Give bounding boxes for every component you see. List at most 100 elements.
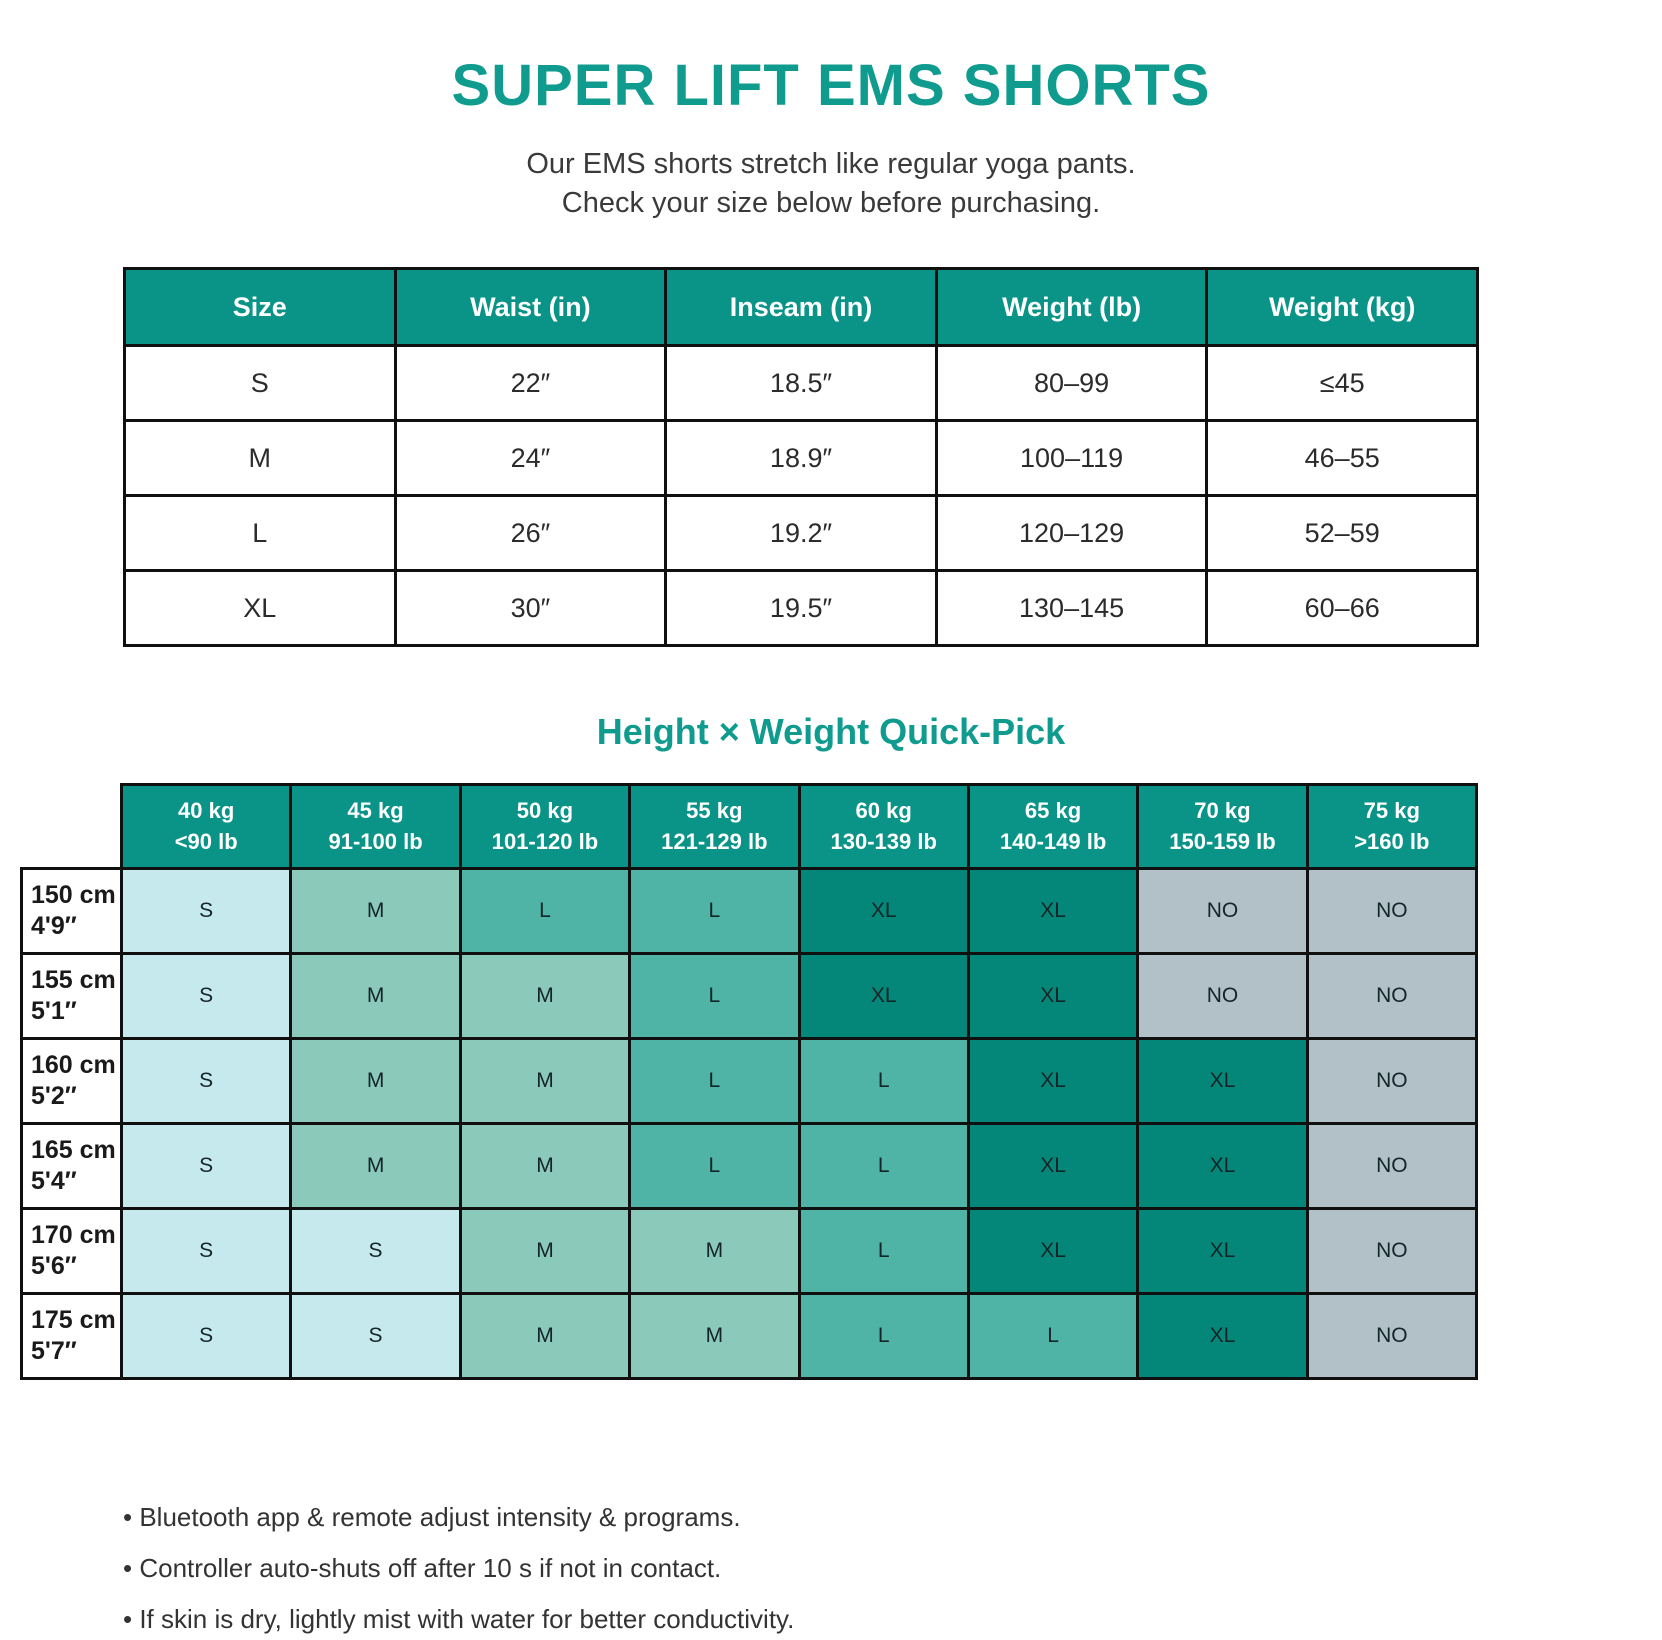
matrix-cell: XL (797, 867, 970, 956)
page-subtitle: Our EMS shorts stretch like regular yoga… (0, 145, 1662, 223)
matrix-cell: S (289, 1292, 462, 1381)
size-cell: S (123, 344, 397, 423)
size-table-header-row: Size Waist (in) Inseam (in) Weight (lb) … (123, 267, 1479, 348)
lb-label: 150-159 lb (1169, 828, 1276, 854)
cm-label: 160 cm (31, 1051, 116, 1080)
weight-kg-cell: ≤45 (1205, 344, 1479, 423)
col-header-40kg: 40 kg <90 lb (119, 783, 293, 871)
matrix-cell: L (797, 1292, 970, 1381)
size-cell: M (123, 419, 397, 498)
quick-pick-table: 40 kg <90 lb 45 kg 91-100 lb 50 kg 101-120 … (20, 783, 1479, 1381)
matrix-cell: NO (1305, 1207, 1479, 1296)
note-bluetooth: • Bluetooth app & remote adjust intensit… (123, 1502, 741, 1533)
matrix-cell: XL (966, 952, 1140, 1041)
matrix-cell: M (289, 1122, 462, 1211)
lb-label: 140-149 lb (999, 828, 1107, 854)
col-header-50kg: 50 kg 101-120 lb (458, 783, 632, 871)
cm-label: 165 cm (31, 1136, 116, 1165)
matrix-cell: L (458, 867, 632, 956)
waist-cell: 24″ (393, 419, 668, 498)
kg-label: 75 kg (1363, 797, 1420, 823)
matrix-cell: NO (1305, 1037, 1479, 1126)
matrix-cell: S (289, 1207, 462, 1296)
feature-notes: • Bluetooth app & remote adjust intensit… (123, 1504, 1662, 1632)
cm-label: 155 cm (31, 966, 116, 995)
table-row: 170 cm 5'6″ S S M M L XL XL NO (20, 1207, 1479, 1296)
row-header-165cm: 165 cm 5'4″ (20, 1122, 123, 1211)
weight-lb-cell: 120–129 (934, 494, 1209, 573)
matrix-cell: M (458, 952, 632, 1041)
subtitle-line-2: Check your size below before purchasing. (561, 187, 1101, 220)
quick-pick-header-row: 40 kg <90 lb 45 kg 91-100 lb 50 kg 101-120 … (21, 783, 1479, 871)
lb-label: 130-139 lb (830, 828, 937, 854)
size-table: Size Waist (in) Inseam (in) Weight (lb) … (123, 267, 1479, 648)
matrix-cell: XL (1136, 1122, 1309, 1211)
ft-label: 5'1″ (31, 997, 77, 1026)
matrix-cell: M (289, 952, 462, 1041)
cm-label: 170 cm (31, 1221, 116, 1250)
matrix-cell: S (119, 1122, 293, 1211)
lb-label: >160 lb (1354, 828, 1430, 854)
inseam-cell: 19.2″ (664, 494, 938, 573)
table-row: S 22″ 18.5″ 80–99 ≤45 (123, 344, 1479, 423)
size-cell: L (123, 494, 397, 573)
kg-label: 50 kg (516, 797, 574, 823)
col-header-45kg: 45 kg 91-100 lb (289, 783, 462, 871)
weight-lb-cell: 130–145 (934, 569, 1209, 648)
kg-label: 40 kg (178, 797, 235, 823)
matrix-cell: XL (966, 1207, 1140, 1296)
row-header-160cm: 160 cm 5'2″ (20, 1037, 123, 1126)
matrix-cell: L (628, 952, 801, 1041)
matrix-cell: S (119, 1292, 293, 1381)
ft-label: 5'6″ (31, 1252, 77, 1281)
weight-kg-cell: 60–66 (1205, 569, 1479, 648)
row-header-175cm: 175 cm 5'7″ (20, 1292, 123, 1381)
size-table-header-weight-lb: Weight (lb) (934, 267, 1209, 348)
matrix-cell: NO (1305, 1122, 1479, 1211)
matrix-cell: XL (966, 1037, 1140, 1126)
size-cell: XL (123, 569, 397, 648)
waist-cell: 30″ (393, 569, 668, 648)
matrix-cell: NO (1305, 952, 1479, 1041)
table-row: 165 cm 5'4″ S M M L L XL XL NO (20, 1122, 1479, 1211)
size-table-header-waist: Waist (in) (393, 267, 668, 348)
weight-lb-cell: 80–99 (934, 344, 1209, 423)
kg-label: 55 kg (686, 797, 743, 823)
weight-kg-cell: 52–59 (1205, 494, 1479, 573)
kg-label: 60 kg (855, 797, 912, 823)
matrix-cell: S (119, 952, 293, 1041)
matrix-cell: M (628, 1292, 801, 1381)
table-row: M 24″ 18.9″ 100–119 46–55 (123, 419, 1479, 498)
weight-lb-cell: 100–119 (934, 419, 1209, 498)
col-header-70kg: 70 kg 150-159 lb (1136, 783, 1309, 871)
inseam-cell: 18.5″ (664, 344, 938, 423)
note-conductivity: • If skin is dry, lightly mist with wate… (123, 1604, 795, 1635)
waist-cell: 26″ (393, 494, 668, 573)
col-header-75kg: 75 kg >160 lb (1305, 783, 1479, 871)
row-header-155cm: 155 cm 5'1″ (20, 952, 123, 1041)
waist-cell: 22″ (393, 344, 668, 423)
matrix-cell: M (458, 1292, 632, 1381)
matrix-cell: M (289, 867, 462, 956)
matrix-cell: M (458, 1207, 632, 1296)
matrix-cell: XL (797, 952, 970, 1041)
col-header-60kg: 60 kg 130-139 lb (797, 783, 970, 871)
size-table-header-size: Size (123, 267, 397, 348)
matrix-cell: NO (1136, 867, 1309, 956)
matrix-cell: S (119, 1207, 293, 1296)
matrix-cell: M (628, 1207, 801, 1296)
matrix-cell: L (797, 1122, 970, 1211)
matrix-cell: M (289, 1037, 462, 1126)
kg-label: 70 kg (1194, 797, 1251, 823)
table-row: 150 cm 4'9″ S M L L XL XL NO NO (20, 867, 1479, 956)
matrix-cell: XL (966, 1122, 1140, 1211)
ft-label: 5'4″ (31, 1167, 77, 1196)
row-header-150cm: 150 cm 4'9″ (20, 867, 123, 956)
matrix-cell: NO (1305, 1292, 1479, 1381)
row-header-170cm: 170 cm 5'6″ (20, 1207, 123, 1296)
table-row: 155 cm 5'1″ S M M L XL XL NO NO (20, 952, 1479, 1041)
ft-label: 4'9″ (31, 912, 77, 941)
table-row: 175 cm 5'7″ S S M M L L XL NO (20, 1292, 1479, 1381)
lb-label: 101-120 lb (491, 828, 599, 854)
matrix-cell: XL (1136, 1292, 1309, 1381)
